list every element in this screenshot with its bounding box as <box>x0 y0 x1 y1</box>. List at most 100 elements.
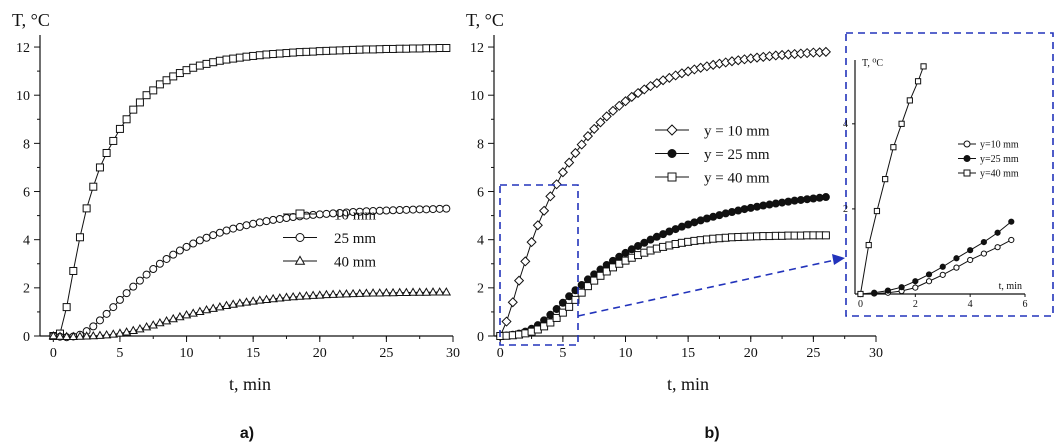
data-point <box>576 139 587 150</box>
data-point <box>269 215 278 224</box>
data-point <box>288 291 298 301</box>
data-point <box>925 278 933 285</box>
data-point <box>590 276 599 285</box>
legend-marker <box>295 233 305 242</box>
y-tick-label: 4 <box>843 119 848 130</box>
chart-b-inset: 0 2 4 6 2 4 t, min T, ⁰C y=10 mm y=25 mm y=40 mm <box>843 58 1028 310</box>
data-point <box>322 46 331 55</box>
legend-marker <box>963 140 971 148</box>
data-point <box>382 44 391 53</box>
legend-marker <box>963 155 971 162</box>
data-point <box>620 96 631 107</box>
data-point <box>255 218 264 227</box>
data-point <box>939 271 946 278</box>
x-tick-label: 5 <box>116 346 123 361</box>
data-point <box>546 318 555 327</box>
data-point <box>222 226 231 235</box>
data-point <box>128 325 138 335</box>
x-tick-label: 25 <box>379 346 393 361</box>
data-point <box>275 293 285 302</box>
data-point <box>434 287 445 296</box>
data-point <box>248 296 258 305</box>
data-point <box>289 48 298 57</box>
data-point <box>595 117 606 128</box>
y-tick-label: 10 <box>16 89 30 104</box>
data-point <box>189 239 198 248</box>
legend-label: y = 40 mm <box>704 170 770 186</box>
data-point <box>209 58 218 67</box>
data-point <box>235 222 244 231</box>
data-point <box>188 308 198 317</box>
y-tick-label: 8 <box>23 137 30 152</box>
data-point <box>222 55 231 64</box>
data-point <box>884 287 892 294</box>
data-point <box>242 221 251 230</box>
legend-label: y = 10 mm <box>704 123 770 139</box>
legend-label: y = 25 mm <box>704 147 770 163</box>
data-point <box>322 209 331 218</box>
data-point <box>409 44 418 53</box>
series-1 <box>495 46 831 342</box>
data-point <box>551 179 562 190</box>
data-point <box>342 46 351 55</box>
data-point <box>68 331 79 341</box>
data-point <box>282 49 291 58</box>
data-point <box>148 320 158 329</box>
data-point <box>202 233 211 242</box>
data-point <box>89 322 98 331</box>
data-point <box>401 287 412 296</box>
data-point <box>168 313 178 323</box>
x-tick-label: 30 <box>446 346 460 361</box>
data-point <box>362 45 371 54</box>
x-tick-label: 6 <box>1023 299 1028 310</box>
data-point <box>589 123 600 134</box>
x-tick-label: 25 <box>806 346 820 361</box>
x-axis-label: t, min <box>667 374 709 394</box>
data-point <box>122 289 131 298</box>
data-point <box>309 47 318 56</box>
data-point <box>169 250 178 259</box>
data-point <box>920 63 927 70</box>
data-point <box>821 231 830 240</box>
y-tick-label: 6 <box>23 185 30 200</box>
data-point <box>88 330 98 340</box>
data-point <box>627 245 636 254</box>
data-point <box>229 54 238 63</box>
data-point <box>402 205 411 214</box>
data-point <box>301 290 312 300</box>
data-point <box>115 295 124 304</box>
data-point <box>614 100 625 111</box>
data-point <box>255 51 264 60</box>
data-point <box>602 267 611 276</box>
data-point <box>341 289 352 298</box>
data-point <box>282 214 291 223</box>
data-point <box>980 238 987 246</box>
data-point <box>335 46 344 55</box>
inset-frame <box>845 32 1054 317</box>
x-axis-label: t, min <box>229 374 271 394</box>
data-point <box>442 204 451 213</box>
data-point <box>275 49 284 58</box>
data-point <box>871 289 878 296</box>
data-point <box>89 182 98 191</box>
data-point <box>295 291 305 300</box>
data-point <box>429 44 438 53</box>
data-point <box>821 193 830 202</box>
data-point <box>215 302 225 311</box>
data-point <box>182 66 191 75</box>
data-point <box>129 105 138 114</box>
x-tick-label: 10 <box>619 346 633 361</box>
data-point <box>202 59 211 68</box>
data-point <box>109 303 118 312</box>
data-point <box>209 231 218 240</box>
y-tick-label: 10 <box>470 89 484 104</box>
data-point <box>639 84 650 95</box>
data-point <box>135 276 144 285</box>
data-point <box>48 330 59 340</box>
data-point <box>81 331 92 340</box>
panel-label-a: a) <box>240 425 254 442</box>
data-point <box>195 306 205 315</box>
series-line <box>53 208 447 338</box>
data-point <box>634 241 643 250</box>
